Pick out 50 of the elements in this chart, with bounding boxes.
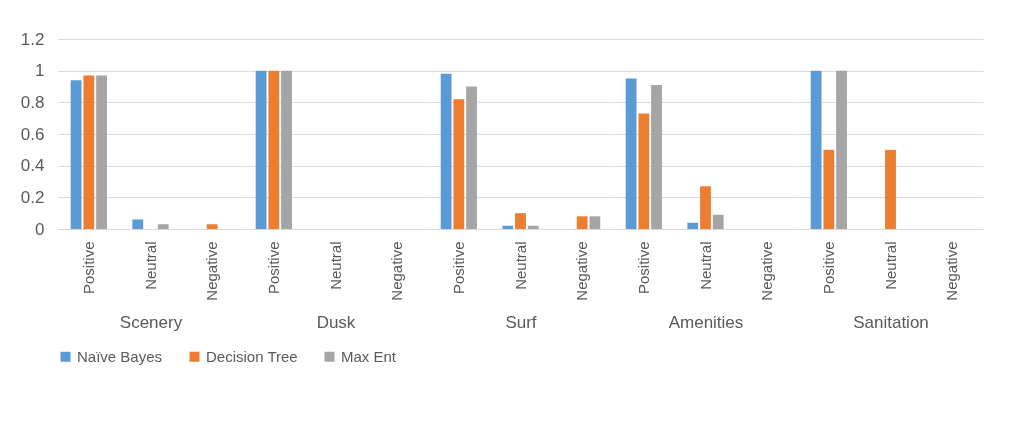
bar	[638, 113, 650, 229]
bar	[527, 225, 539, 229]
legend-label: Decision Tree	[206, 347, 298, 365]
x-axis-title: Sanitation	[853, 312, 929, 332]
bar	[589, 216, 601, 229]
legend-label: Naïve Bayes	[77, 347, 163, 365]
x-tick-label: Negative	[758, 241, 776, 301]
bar	[453, 99, 465, 229]
bar	[576, 216, 588, 229]
x-tick-label: Negative	[388, 241, 406, 301]
y-tick-label: 0.8	[20, 92, 45, 112]
bar	[651, 84, 662, 229]
x-tick-label: Positive	[634, 241, 652, 295]
bar	[700, 186, 711, 229]
x-tick-label: Positive	[264, 241, 282, 295]
x-tick-label: Neutral	[326, 241, 344, 290]
bar	[206, 224, 218, 229]
y-tick-label: 0.4	[20, 156, 45, 176]
x-tick-label: Neutral	[696, 241, 714, 290]
x-tick-label: Positive	[819, 241, 837, 295]
x-axis-title: Amenities	[668, 312, 744, 332]
legend-label: Max Ent	[341, 347, 397, 365]
bar	[132, 219, 144, 229]
x-axis-title: Dusk	[316, 312, 356, 332]
bar	[83, 75, 95, 229]
y-tick-label: 0.2	[20, 187, 45, 207]
x-tick-label: Neutral	[511, 241, 529, 290]
x-tick-label: Positive	[449, 241, 467, 295]
bar	[712, 214, 724, 229]
bar	[440, 73, 452, 229]
x-tick-label: Positive	[79, 241, 97, 295]
x-tick-label: Neutral	[881, 241, 899, 290]
bar	[157, 224, 169, 229]
y-tick-label: 1	[35, 61, 45, 81]
x-axis-title: Surf	[505, 312, 537, 332]
x-tick-label: Neutral	[141, 241, 159, 290]
y-tick-label: 0.6	[20, 124, 45, 144]
x-tick-label: Negative	[203, 241, 221, 301]
bar	[96, 75, 107, 229]
y-tick-label: 1.2	[20, 29, 45, 49]
x-tick-label: Negative	[573, 241, 591, 301]
bar	[466, 86, 477, 229]
y-tick-label: 0	[35, 219, 45, 239]
bar	[687, 222, 699, 229]
bar	[502, 225, 514, 229]
bar	[625, 78, 637, 229]
bar	[70, 80, 82, 229]
bar	[515, 213, 526, 229]
x-tick-label: Negative	[943, 241, 961, 301]
x-axis-title: Scenery	[119, 312, 183, 332]
